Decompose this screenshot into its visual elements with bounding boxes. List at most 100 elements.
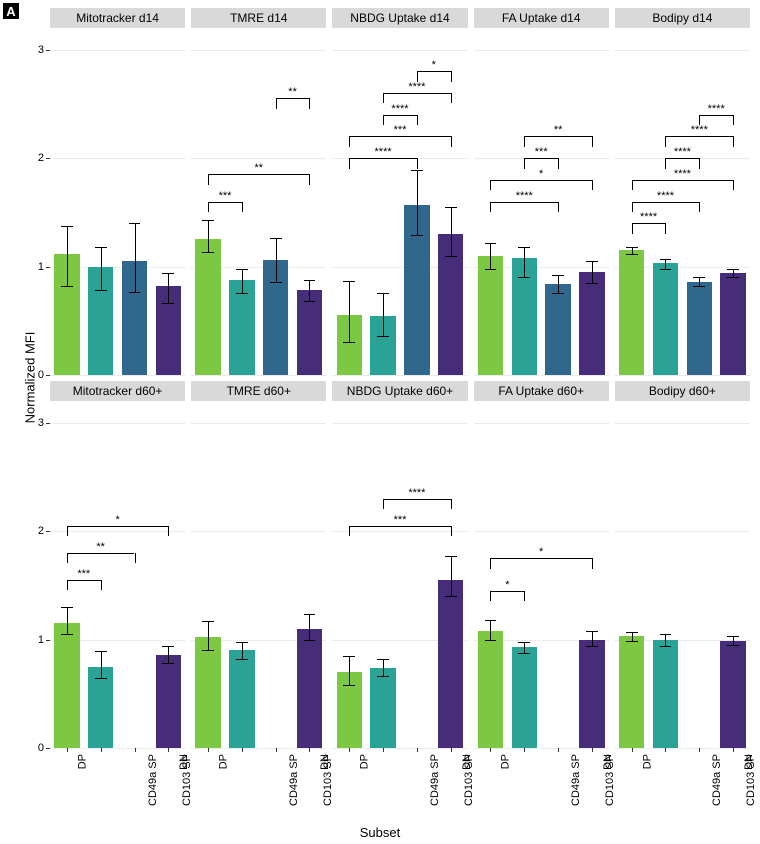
significance-label: ** [554, 125, 563, 136]
significance-label: **** [408, 488, 425, 499]
panel-title: Mitotracker d14 [50, 8, 185, 28]
x-tick-label: DN [178, 754, 190, 770]
chart-panel: FA Uptake d14********** [474, 8, 609, 375]
bar [297, 629, 322, 748]
bar [88, 667, 113, 748]
x-tick-label: CD49a SP [429, 754, 441, 806]
bar [195, 637, 220, 748]
significance-label: * [432, 60, 436, 71]
chart-panel: TMRE d14******* [191, 8, 326, 375]
x-tick-label: CD49a SP [711, 754, 723, 806]
significance-label: *** [219, 191, 232, 202]
significance-label: * [539, 547, 543, 558]
y-tick-label: 2 [38, 152, 44, 164]
panel-body: DPCD49a SPCD103 SPDN******* [332, 401, 467, 748]
bar [545, 284, 570, 375]
bar [229, 650, 254, 748]
significance-label: **** [375, 147, 392, 158]
chart-panel: Mitotracker d60+0123DPCD49a SPCD103 SPDN… [50, 381, 185, 748]
panel-title: TMRE d14 [191, 8, 326, 28]
x-tick-label: DP [641, 754, 653, 769]
significance-label: **** [640, 212, 657, 223]
bar [619, 250, 644, 375]
y-tick-label: 2 [38, 525, 44, 537]
significance-label: **** [408, 82, 425, 93]
bar [156, 655, 181, 748]
significance-label: ** [96, 542, 105, 553]
panel-body: DPCD49a SPCD103 SPDN [615, 401, 750, 748]
x-tick-label: CD49a SP [147, 754, 159, 806]
x-axis-label: Subset [0, 825, 760, 840]
x-tick-label: DP [217, 754, 229, 769]
bar [195, 239, 220, 375]
significance-label: ** [288, 87, 297, 98]
x-tick-label: DN [461, 754, 473, 770]
x-tick-label: DN [602, 754, 614, 770]
panel-body: ******* [191, 28, 326, 375]
bar [370, 668, 395, 748]
bar [54, 623, 79, 748]
panel-title: Bodipy d14 [615, 8, 750, 28]
chart-panel: NBDG Uptake d14**************** [332, 8, 467, 375]
significance-label: **** [516, 191, 533, 202]
y-axis-label: Normalized MFI [23, 318, 38, 438]
chart-panel: TMRE d60+DPCD49a SPCD103 SPDN [191, 381, 326, 748]
panel-title: NBDG Uptake d14 [332, 8, 467, 28]
y-tick-label: 0 [38, 369, 44, 381]
significance-label: *** [535, 147, 548, 158]
panel-body: ********** [474, 28, 609, 375]
y-tick-label: 3 [38, 44, 44, 56]
x-tick-label: DP [500, 754, 512, 769]
significance-label: **** [674, 169, 691, 180]
panel-title: FA Uptake d60+ [474, 381, 609, 401]
bar [478, 256, 503, 375]
plot-area: Mitotracker d140123TMRE d14*******NBDG U… [50, 8, 750, 748]
significance-label: *** [394, 515, 407, 526]
bar [579, 272, 604, 375]
panel-body: DPCD49a SPCD103 SPDN** [474, 401, 609, 748]
bar [478, 631, 503, 748]
bar [512, 647, 537, 748]
bar [297, 290, 322, 375]
panel-letter: A [3, 3, 19, 19]
chart-panel: Bodipy d60+DPCD49a SPCD103 SPDN [615, 381, 750, 748]
bar [720, 273, 745, 375]
figure-root: A Normalized MFI Subset Mitotracker d140… [0, 0, 760, 844]
panel-title: TMRE d60+ [191, 381, 326, 401]
bar [653, 640, 678, 748]
significance-label: * [505, 580, 509, 591]
bar [229, 280, 254, 375]
chart-panel: NBDG Uptake d60+DPCD49a SPCD103 SPDN****… [332, 381, 467, 748]
significance-label: *** [394, 125, 407, 136]
panel-title: FA Uptake d14 [474, 8, 609, 28]
significance-label: * [539, 169, 543, 180]
panel-title: Mitotracker d60+ [50, 381, 185, 401]
significance-label: **** [708, 104, 725, 115]
y-tick-label: 3 [38, 417, 44, 429]
y-tick-label: 1 [38, 261, 44, 273]
significance-label: *** [77, 569, 90, 580]
x-tick-label: CD49a SP [288, 754, 300, 806]
bar [438, 580, 463, 748]
bar [687, 282, 712, 375]
y-tick-label: 1 [38, 634, 44, 646]
significance-label: ** [255, 163, 264, 174]
x-tick-label: DN [743, 754, 755, 770]
significance-label: **** [657, 191, 674, 202]
significance-label: **** [674, 147, 691, 158]
chart-panel: Mitotracker d140123 [50, 8, 185, 375]
chart-panel: FA Uptake d60+DPCD49a SPCD103 SPDN** [474, 381, 609, 748]
chart-panel: Bodipy d14************************ [615, 8, 750, 375]
x-tick-label: DP [76, 754, 88, 769]
x-tick-label: DN [319, 754, 331, 770]
bar [720, 641, 745, 748]
panel-title: Bodipy d60+ [615, 381, 750, 401]
x-tick-label: CD49a SP [570, 754, 582, 806]
panel-body: **************** [332, 28, 467, 375]
bar [653, 263, 678, 375]
panel-body: 0123 [50, 28, 185, 375]
significance-label: **** [691, 125, 708, 136]
panel-body: DPCD49a SPCD103 SPDN [191, 401, 326, 748]
bar [579, 640, 604, 748]
bar [619, 636, 644, 748]
